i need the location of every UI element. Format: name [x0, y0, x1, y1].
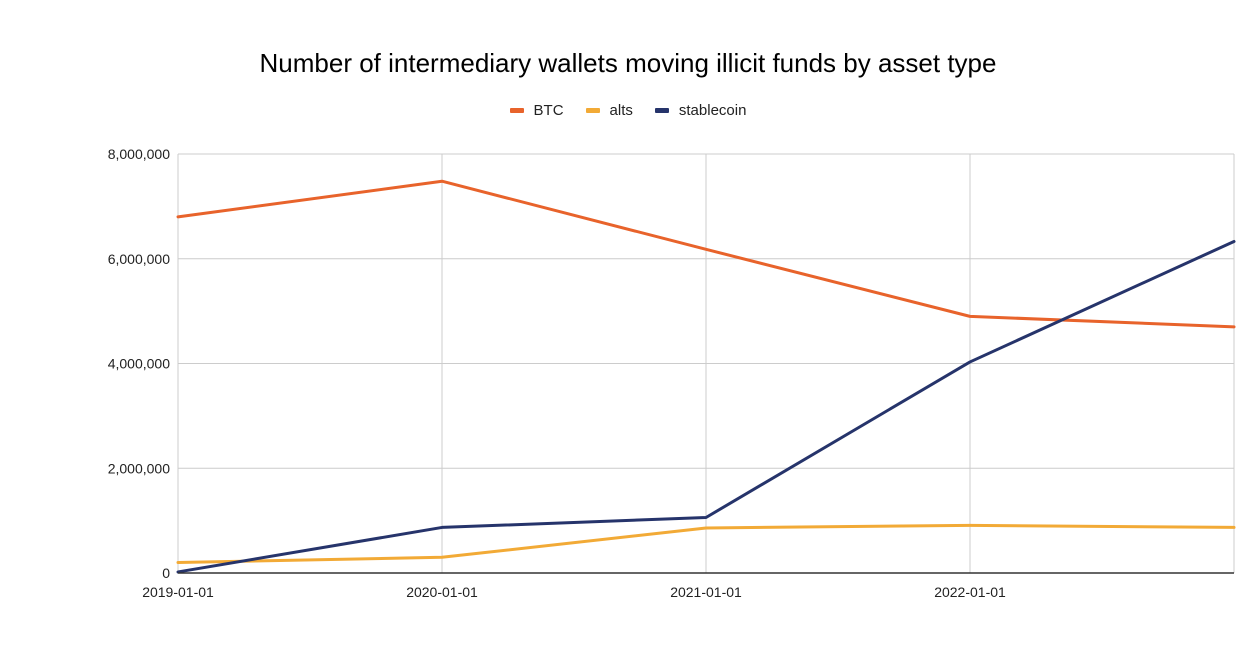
series-line-btc: [176, 179, 1236, 329]
y-tick-label: 8,000,000: [108, 146, 170, 162]
legend-item-btc[interactable]: BTC: [509, 102, 564, 119]
series-line-alts: [176, 523, 1236, 565]
legend-label-stablecoin: stablecoin: [678, 102, 747, 119]
legend-label-alts: alts: [609, 102, 633, 119]
y-tick-label: 6,000,000: [108, 251, 170, 267]
legend-item-stablecoin[interactable]: stablecoin: [654, 102, 747, 119]
series-line-stablecoin: [176, 239, 1236, 574]
x-tick-label: 2020-01-01: [406, 584, 478, 600]
chart-legend: BTC alts stablecoin: [0, 102, 1256, 119]
legend-label-btc: BTC: [533, 102, 564, 119]
x-tick-label: 2021-01-01: [670, 584, 742, 600]
x-axis-tick-labels: 2019-01-01 2020-01-01 2021-01-01 2022-01-01: [142, 584, 1006, 600]
y-tick-label: 0: [162, 565, 170, 581]
chart-title: Number of intermediary wallets moving il…: [259, 48, 997, 78]
legend-swatch-alts: [585, 108, 600, 113]
x-tick-label: 2019-01-01: [142, 584, 214, 600]
legend-swatch-stablecoin: [654, 108, 669, 113]
y-tick-label: 2,000,000: [108, 460, 170, 476]
y-axis-tick-labels: 0 2,000,000 4,000,000 6,000,000 8,000,000: [108, 146, 171, 581]
x-tick-label: 2022-01-01: [934, 584, 1006, 600]
legend-item-alts[interactable]: alts: [585, 102, 633, 119]
grid: [177, 153, 1235, 573]
legend-swatch-btc: [509, 108, 524, 113]
y-tick-label: 4,000,000: [108, 356, 170, 372]
series-lines: [176, 179, 1236, 574]
